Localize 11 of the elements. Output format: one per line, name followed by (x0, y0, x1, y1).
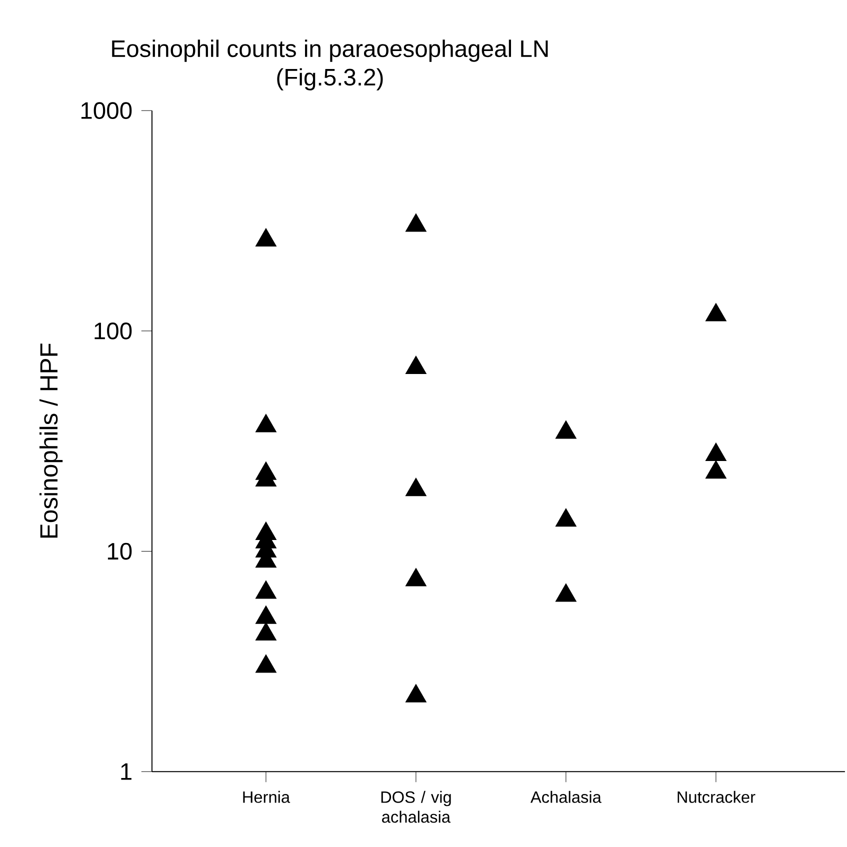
x-tick-label: Nutcracker (678, 790, 756, 803)
x-tick-label: DOS / vig achalasia (381, 790, 451, 823)
x-tick-label: Achalasia (530, 790, 602, 803)
chart-subtitle: (Fig.5.3.2) (277, 68, 383, 90)
y-tick-label: 1000 (81, 102, 132, 120)
x-tick-label: Hernia (243, 790, 290, 803)
y-axis-title: Eosinophils / HPF (39, 344, 63, 538)
chart-title: Eosinophil counts in paraoesophageal LN (112, 40, 548, 62)
y-tick-label: 10 (108, 542, 132, 560)
y-tick-label: 1 (121, 763, 132, 780)
y-tick-label: 100 (94, 322, 132, 340)
